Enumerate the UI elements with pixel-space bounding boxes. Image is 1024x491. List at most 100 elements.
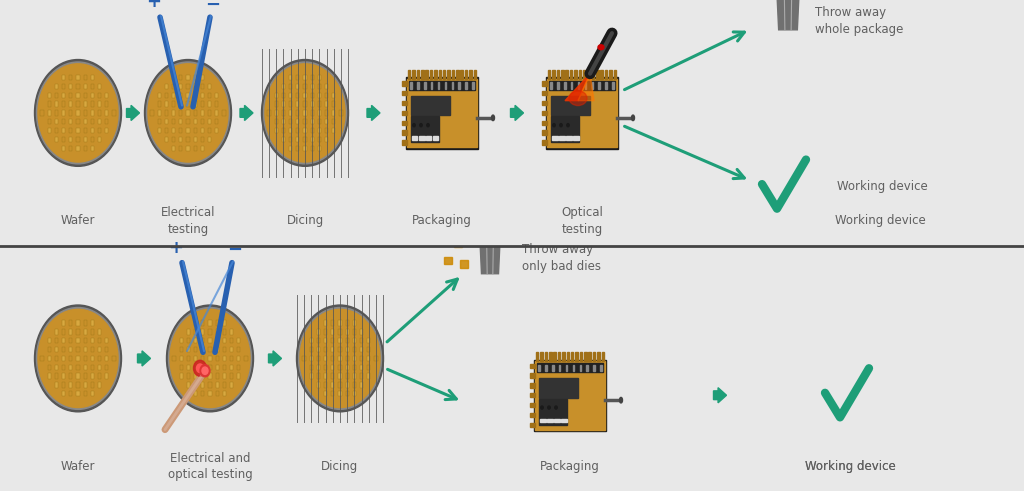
Bar [296,146,299,151]
Bar [165,128,168,134]
Bar [70,137,73,142]
Bar [55,83,58,89]
Bar [216,355,219,361]
Bar [84,347,87,353]
Text: −: − [206,0,220,14]
Bar [331,373,335,379]
Bar [84,102,87,107]
Bar [172,146,175,151]
Bar [209,373,212,379]
Bar [310,128,313,134]
Bar [303,83,306,89]
Bar [289,110,292,116]
Bar [194,373,198,379]
Bar [77,364,80,370]
Bar [201,329,205,335]
Bar [186,329,190,335]
Bar [317,128,321,134]
Bar [201,119,204,125]
Bar [84,391,87,397]
Bar [316,373,319,379]
Bar [208,137,211,142]
Bar [324,347,328,353]
Bar [77,355,80,361]
Bar [179,119,182,125]
Bar [353,329,356,335]
Bar [564,82,565,89]
Bar [274,128,278,134]
Bar [62,128,66,134]
Bar [105,373,109,379]
Bar [289,146,292,151]
Bar [325,128,329,134]
Bar [346,329,349,335]
Bar [215,128,218,134]
Bar [55,382,58,388]
Bar [165,83,168,89]
Bar [346,364,349,370]
Bar [274,110,278,116]
Bar [282,92,285,98]
Bar [317,119,321,125]
Bar [238,364,241,370]
Bar [105,347,109,353]
Bar [84,382,87,388]
Ellipse shape [566,124,569,127]
Bar [70,364,73,370]
Bar [194,355,198,361]
Bar [77,338,80,344]
Bar [208,102,211,107]
Bar [303,128,306,134]
Bar [296,92,299,98]
Bar [70,75,73,81]
Bar [325,137,329,142]
Bar [465,70,467,79]
Bar [84,83,87,89]
Bar [309,355,312,361]
Bar [338,364,342,370]
Bar [274,110,278,116]
Bar [70,329,73,335]
Bar [452,82,454,89]
Bar [186,102,189,107]
Bar [413,70,415,79]
Bar [91,355,94,361]
Bar [296,102,299,107]
Bar [55,364,58,370]
Bar [303,83,306,89]
Bar [105,102,109,107]
Bar [55,355,58,361]
Bar [209,347,212,353]
Bar [282,83,285,89]
Bar [331,382,335,388]
Bar [201,128,204,134]
Bar [552,364,554,371]
Bar [579,70,581,79]
Bar [179,102,182,107]
Bar [223,338,226,344]
Bar [98,128,101,134]
Bar [324,320,328,326]
Bar [62,75,66,81]
Bar [84,146,87,151]
Bar [565,364,567,371]
Bar [317,110,321,116]
Bar [201,382,205,388]
Bar [331,355,335,361]
Bar [91,146,94,151]
Bar [557,82,559,89]
Bar [331,382,335,388]
Bar [296,83,299,89]
Ellipse shape [548,406,550,409]
Bar [565,70,568,79]
Bar [325,102,329,107]
Bar [267,110,270,116]
Bar [186,355,190,361]
Bar [309,373,312,379]
Bar [208,83,211,89]
Bar [84,355,87,361]
Ellipse shape [38,64,118,162]
Bar [77,355,80,361]
Bar [70,128,73,134]
Bar [84,146,87,151]
